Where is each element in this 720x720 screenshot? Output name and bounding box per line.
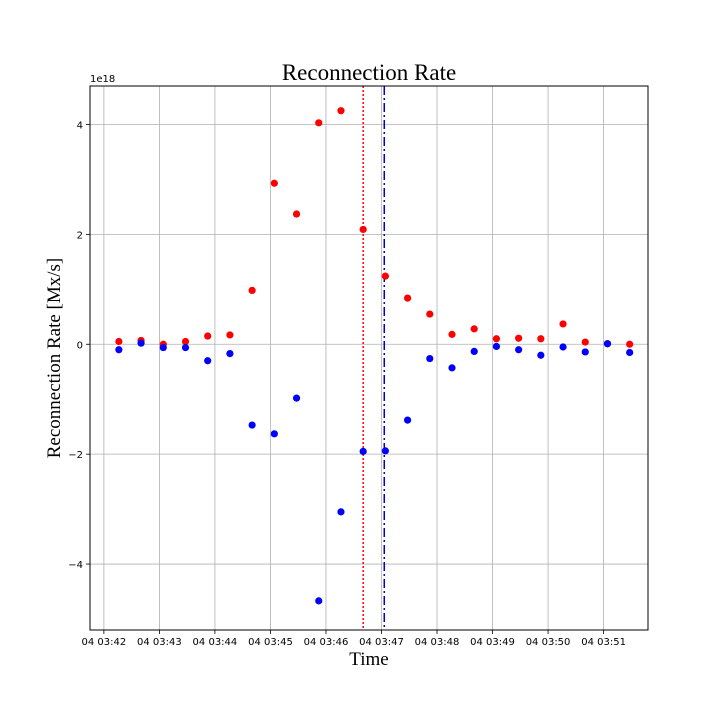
red-data-point	[470, 325, 478, 333]
red-data-point	[626, 340, 634, 348]
blue-data-point	[181, 343, 190, 352]
x-axis-ticks: 04 03:42 04 03:43 04 03:44 04 03:45 04 03:46…	[82, 630, 626, 648]
x-tick-label: 04 03:42	[82, 637, 127, 648]
blue-data-point	[337, 508, 345, 516]
blue-data-point	[403, 416, 412, 424]
red-data-point	[381, 272, 389, 280]
chart-title: Reconnection Rate	[282, 60, 456, 85]
y-tick-label: −4	[68, 560, 83, 571]
red-data-point	[426, 310, 434, 318]
red-data-point	[537, 335, 545, 343]
blue-data-point	[270, 430, 278, 438]
red-data-point	[248, 286, 256, 295]
plot-frame	[89, 85, 649, 631]
grid-lines	[90, 86, 648, 630]
blue-data-point	[381, 447, 389, 455]
y-tick-label: 4	[77, 120, 83, 131]
x-tick-label: 04 03:46	[304, 637, 349, 648]
x-axis-label: Time	[349, 649, 388, 670]
blue-data-point	[537, 351, 545, 359]
blue-data-point	[470, 347, 478, 356]
blue-data-point	[603, 340, 612, 348]
red-data-point	[204, 332, 212, 340]
red-data-point	[448, 330, 456, 338]
blue-data-point	[137, 339, 145, 347]
blue-data-point	[315, 597, 323, 605]
red-data-point	[403, 294, 412, 302]
red-data-point	[492, 335, 501, 343]
blue-data-point	[515, 346, 523, 354]
y-axis-label: Reconnection Rate [Mx/s]	[44, 258, 65, 459]
blue-data-point	[359, 447, 367, 456]
x-tick-label: 04 03:50	[526, 637, 571, 648]
data-points	[115, 107, 634, 605]
blue-data-point	[492, 342, 501, 351]
red-data-point	[581, 338, 589, 346]
red-data-point	[115, 337, 123, 346]
blue-data-point	[204, 357, 212, 365]
red-data-point	[337, 107, 345, 115]
red-data-point	[559, 320, 567, 328]
blue-data-point	[115, 346, 123, 354]
y-tick-label: 2	[77, 230, 83, 241]
blue-data-point	[626, 348, 634, 357]
red-data-point	[181, 337, 190, 346]
x-tick-label: 04 03:51	[581, 637, 626, 648]
y-tick-label: 0	[77, 340, 83, 351]
x-tick-label: 04 03:44	[193, 637, 238, 648]
blue-data-point	[581, 348, 589, 356]
x-tick-label: 04 03:43	[137, 637, 182, 648]
y-tick-label: −2	[68, 450, 83, 461]
y-offset-label: 1e18	[90, 74, 115, 85]
red-data-point	[270, 179, 278, 187]
red-data-point	[315, 119, 323, 127]
red-data-point	[359, 225, 367, 234]
blue-data-point	[559, 343, 567, 351]
blue-data-point	[426, 354, 434, 363]
blue-data-point	[292, 394, 301, 402]
red-data-point	[226, 331, 234, 339]
x-tick-label: 04 03:49	[470, 637, 515, 648]
x-tick-label: 04 03:48	[415, 637, 460, 648]
y-axis-ticks: −4 −2 0 2 4	[68, 120, 90, 571]
blue-data-point	[448, 364, 456, 372]
blue-data-point	[226, 350, 234, 358]
blue-data-point	[248, 421, 256, 429]
vertical-marker-lines	[362, 86, 386, 630]
blue-data-point	[159, 343, 167, 352]
x-tick-label: 04 03:47	[359, 637, 404, 648]
red-data-point	[515, 334, 523, 342]
x-tick-label: 04 03:45	[248, 637, 293, 648]
red-data-point	[292, 210, 301, 218]
